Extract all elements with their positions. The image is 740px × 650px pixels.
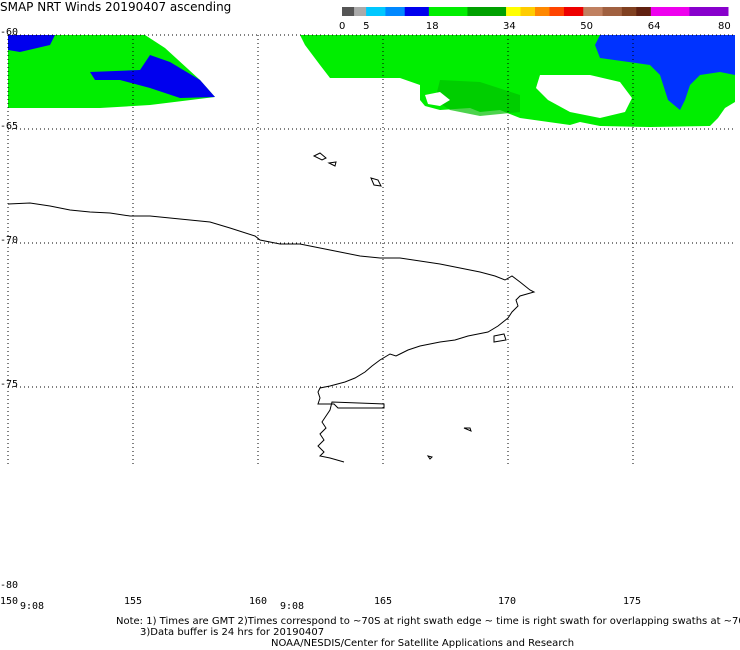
colorbar-tick-50: 50 [580,21,593,32]
island-d [463,427,472,432]
lat-label-60: -60 [0,27,19,38]
coastline-main [7,202,536,463]
note-line-3: NOAA/NESDIS/Center for Satellite Applica… [271,638,575,649]
wind-swath-left-blue-a [8,35,55,52]
island-b [327,161,337,167]
swath-time-right: 9:08 [280,601,305,612]
colorbar-segment-0 [342,7,355,16]
island-e [426,455,433,460]
lon-label-165: 165 [374,596,393,607]
lat-label-65: -65 [0,121,19,132]
wind-swath-left-blue-b [90,55,215,98]
colorbar-segment-12 [583,7,604,16]
colorbar-segment-5 [428,7,468,16]
lat-label-80: -80 [0,580,19,591]
lat-label-70: -70 [0,235,19,246]
colorbar-segment-16 [650,7,690,16]
lon-label-170: 170 [498,596,517,607]
colorbar-segment-6 [467,7,507,16]
note-line-2: 3)Data buffer is 24 hrs for 20190407 [140,627,325,638]
colorbar-segment-10 [549,7,565,16]
note-line-1: Note: 1) Times are GMT 2)Times correspon… [116,616,740,627]
wind-swaths [8,35,735,127]
wind-swath-right-dark [435,80,520,116]
lon-label-155: 155 [124,596,143,607]
wind-swath-right-blue [595,35,735,110]
colorbar-segment-1 [354,7,367,16]
lat-label-75: -75 [0,379,19,390]
colorbar-segment-17 [689,7,729,16]
swath-time-left: 9:08 [20,601,45,612]
colorbar-tick-0: 0 [339,21,346,32]
colorbar-segment-14 [621,7,637,16]
colorbar-segment-7 [506,7,522,16]
colorbar-segment-15 [636,7,652,16]
island-a [312,152,327,161]
map-title: SMAP NRT Winds 20190407 ascending [0,0,232,14]
colorbar-tick-80: 80 [718,21,731,32]
colorbar-segment-11 [563,7,584,16]
colorbar [342,7,729,16]
lon-label-150: 150 [0,596,19,607]
colorbar-segment-2 [366,7,386,16]
colorbar-segment-3 [385,7,406,16]
colorbar-segment-8 [520,7,536,16]
colorbar-tick-64: 64 [647,21,661,32]
colorbar-segment-4 [404,7,430,16]
coastline [7,152,536,463]
coastline-inlet [493,333,507,343]
lon-label-160: 160 [249,596,268,607]
colorbar-segment-9 [535,7,550,16]
colorbar-tick-34: 34 [503,21,516,32]
lon-label-175: 175 [623,596,642,607]
colorbar-segment-13 [602,7,623,16]
no-data-gap-small [425,92,450,106]
colorbar-tick-18: 18 [425,21,439,32]
no-data-gap [536,75,632,118]
colorbar-tick-5: 5 [363,21,370,32]
island-c [370,177,382,187]
